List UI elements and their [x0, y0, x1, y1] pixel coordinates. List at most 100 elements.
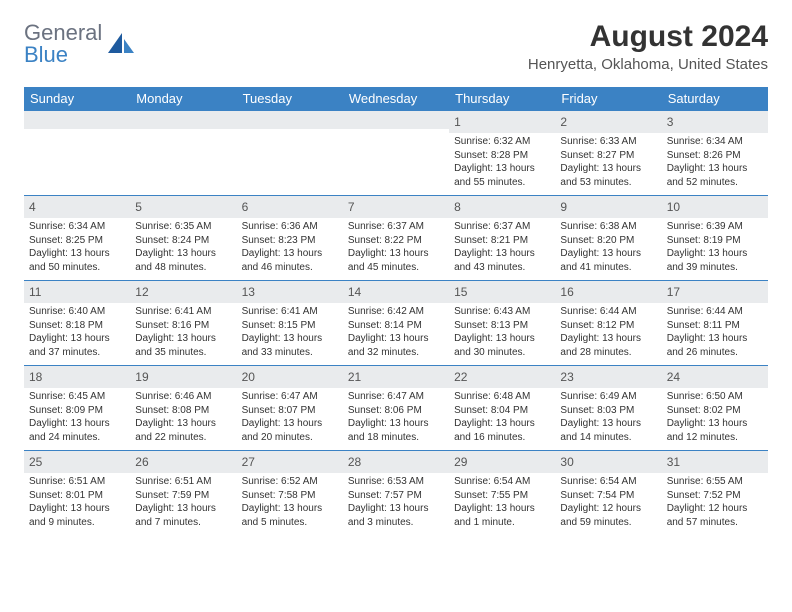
- day-info: Sunrise: 6:34 AMSunset: 8:26 PMDaylight:…: [662, 133, 768, 195]
- calendar-cell: 7 Sunrise: 6:37 AMSunset: 8:22 PMDaylight…: [343, 195, 449, 280]
- day-info: Sunrise: 6:45 AMSunset: 8:09 PMDaylight:…: [24, 388, 130, 450]
- day-number: 12: [135, 285, 148, 299]
- day-number-row: 18: [24, 365, 130, 388]
- calendar-cell: 22 Sunrise: 6:48 AMSunset: 8:04 PMDayligh…: [449, 365, 555, 450]
- day-number: 28: [348, 455, 361, 469]
- day-info: Sunrise: 6:33 AMSunset: 8:27 PMDaylight:…: [555, 133, 661, 195]
- calendar-table: SundayMondayTuesdayWednesdayThursdayFrid…: [24, 87, 768, 535]
- day-info: Sunrise: 6:34 AMSunset: 8:25 PMDaylight:…: [24, 218, 130, 280]
- calendar-cell: 26Sunrise: 6:51 AMSunset: 7:59 PMDayligh…: [130, 450, 236, 535]
- calendar-cell: 23Sunrise: 6:49 AMSunset: 8:03 PMDayligh…: [555, 365, 661, 450]
- day-info: Sunrise: 6:44 AMSunset: 8:11 PMDaylight:…: [662, 303, 768, 365]
- day-number: 13: [242, 285, 255, 299]
- calendar-cell: 10 Sunrise: 6:39 AMSunset: 8:19 PMDayligh…: [662, 195, 768, 280]
- day-info: Sunrise: 6:41 AMSunset: 8:15 PMDaylight:…: [237, 303, 343, 365]
- day-number-row: 17: [662, 280, 768, 303]
- day-info: Sunrise: 6:51 AMSunset: 7:59 PMDaylight:…: [130, 473, 236, 535]
- day-number-row: 5: [130, 195, 236, 218]
- calendar-cell: 15 Sunrise: 6:43 AMSunset: 8:13 PMDayligh…: [449, 280, 555, 365]
- day-number: 2: [560, 115, 567, 129]
- day-info: Sunrise: 6:53 AMSunset: 7:57 PMDaylight:…: [343, 473, 449, 535]
- calendar-row: 4 Sunrise: 6:34 AMSunset: 8:25 PMDaylight…: [24, 195, 768, 280]
- day-number: 1: [454, 115, 461, 129]
- header-right: August 2024 Henryetta, Oklahoma, United …: [528, 20, 768, 73]
- calendar-cell: 20 Sunrise: 6:47 AMSunset: 8:07 PMDayligh…: [237, 365, 343, 450]
- calendar-body: 1 Sunrise: 6:32 AMSunset: 8:28 PMDaylight…: [24, 110, 768, 535]
- day-info: Sunrise: 6:47 AMSunset: 8:06 PMDaylight:…: [343, 388, 449, 450]
- day-info: Sunrise: 6:41 AMSunset: 8:16 PMDaylight:…: [130, 303, 236, 365]
- day-info: Sunrise: 6:49 AMSunset: 8:03 PMDaylight:…: [555, 388, 661, 450]
- calendar-cell: 1 Sunrise: 6:32 AMSunset: 8:28 PMDaylight…: [449, 110, 555, 195]
- calendar-cell: 11Sunrise: 6:40 AMSunset: 8:18 PMDayligh…: [24, 280, 130, 365]
- weekday-header-row: SundayMondayTuesdayWednesdayThursdayFrid…: [24, 87, 768, 110]
- calendar-cell: 28 Sunrise: 6:53 AMSunset: 7:57 PMDayligh…: [343, 450, 449, 535]
- calendar-cell: 14Sunrise: 6:42 AMSunset: 8:14 PMDayligh…: [343, 280, 449, 365]
- calendar-cell: 27Sunrise: 6:52 AMSunset: 7:58 PMDayligh…: [237, 450, 343, 535]
- day-info: Sunrise: 6:50 AMSunset: 8:02 PMDaylight:…: [662, 388, 768, 450]
- day-number-row: 30: [555, 450, 661, 473]
- calendar-cell: [130, 110, 236, 195]
- day-number-row: 10: [662, 195, 768, 218]
- day-info: Sunrise: 6:37 AMSunset: 8:22 PMDaylight:…: [343, 218, 449, 280]
- day-number: 9: [560, 200, 567, 214]
- empty-cell: [343, 110, 449, 129]
- day-info: Sunrise: 6:48 AMSunset: 8:04 PMDaylight:…: [449, 388, 555, 450]
- weekday-wednesday: Wednesday: [343, 87, 449, 110]
- weekday-sunday: Sunday: [24, 87, 130, 110]
- day-number-row: 31: [662, 450, 768, 473]
- day-info: Sunrise: 6:38 AMSunset: 8:20 PMDaylight:…: [555, 218, 661, 280]
- day-number-row: 15: [449, 280, 555, 303]
- weekday-tuesday: Tuesday: [237, 87, 343, 110]
- day-number-row: 13: [237, 280, 343, 303]
- weekday-thursday: Thursday: [449, 87, 555, 110]
- day-number-row: 12: [130, 280, 236, 303]
- day-number: 15: [454, 285, 467, 299]
- day-info: Sunrise: 6:35 AMSunset: 8:24 PMDaylight:…: [130, 218, 236, 280]
- day-info: Sunrise: 6:32 AMSunset: 8:28 PMDaylight:…: [449, 133, 555, 195]
- calendar-cell: 6 Sunrise: 6:36 AMSunset: 8:23 PMDaylight…: [237, 195, 343, 280]
- day-info: Sunrise: 6:55 AMSunset: 7:52 PMDaylight:…: [662, 473, 768, 535]
- weekday-friday: Friday: [555, 87, 661, 110]
- day-number-row: 29: [449, 450, 555, 473]
- day-info: Sunrise: 6:36 AMSunset: 8:23 PMDaylight:…: [237, 218, 343, 280]
- day-number: 22: [454, 370, 467, 384]
- day-info: Sunrise: 6:39 AMSunset: 8:19 PMDaylight:…: [662, 218, 768, 280]
- day-number-row: 3: [662, 110, 768, 133]
- day-number-row: 7: [343, 195, 449, 218]
- day-number: 21: [348, 370, 361, 384]
- calendar-cell: [343, 110, 449, 195]
- day-number-row: 24: [662, 365, 768, 388]
- day-number: 17: [667, 285, 680, 299]
- day-number-row: 6: [237, 195, 343, 218]
- empty-cell: [237, 110, 343, 129]
- day-info: Sunrise: 6:52 AMSunset: 7:58 PMDaylight:…: [237, 473, 343, 535]
- day-info: Sunrise: 6:37 AMSunset: 8:21 PMDaylight:…: [449, 218, 555, 280]
- day-number: 3: [667, 115, 674, 129]
- day-number: 20: [242, 370, 255, 384]
- day-number-row: 28: [343, 450, 449, 473]
- day-number: 25: [29, 455, 42, 469]
- day-number: 7: [348, 200, 355, 214]
- calendar-cell: 24Sunrise: 6:50 AMSunset: 8:02 PMDayligh…: [662, 365, 768, 450]
- calendar-cell: 25 Sunrise: 6:51 AMSunset: 8:01 PMDayligh…: [24, 450, 130, 535]
- day-number-row: 16: [555, 280, 661, 303]
- day-info: Sunrise: 6:43 AMSunset: 8:13 PMDaylight:…: [449, 303, 555, 365]
- day-number: 30: [560, 455, 573, 469]
- day-number-row: 4: [24, 195, 130, 218]
- day-info: Sunrise: 6:51 AMSunset: 8:01 PMDaylight:…: [24, 473, 130, 535]
- calendar-cell: 4 Sunrise: 6:34 AMSunset: 8:25 PMDaylight…: [24, 195, 130, 280]
- day-number-row: 26: [130, 450, 236, 473]
- logo: General Blue: [24, 20, 134, 68]
- day-number: 4: [29, 200, 36, 214]
- calendar-cell: 31Sunrise: 6:55 AMSunset: 7:52 PMDayligh…: [662, 450, 768, 535]
- day-number-row: 19: [130, 365, 236, 388]
- day-info: Sunrise: 6:47 AMSunset: 8:07 PMDaylight:…: [237, 388, 343, 450]
- day-number: 29: [454, 455, 467, 469]
- day-number-row: 27: [237, 450, 343, 473]
- day-number: 6: [242, 200, 249, 214]
- day-number: 19: [135, 370, 148, 384]
- month-title: August 2024: [528, 20, 768, 54]
- weekday-saturday: Saturday: [662, 87, 768, 110]
- day-number: 10: [667, 200, 680, 214]
- day-number-row: 21: [343, 365, 449, 388]
